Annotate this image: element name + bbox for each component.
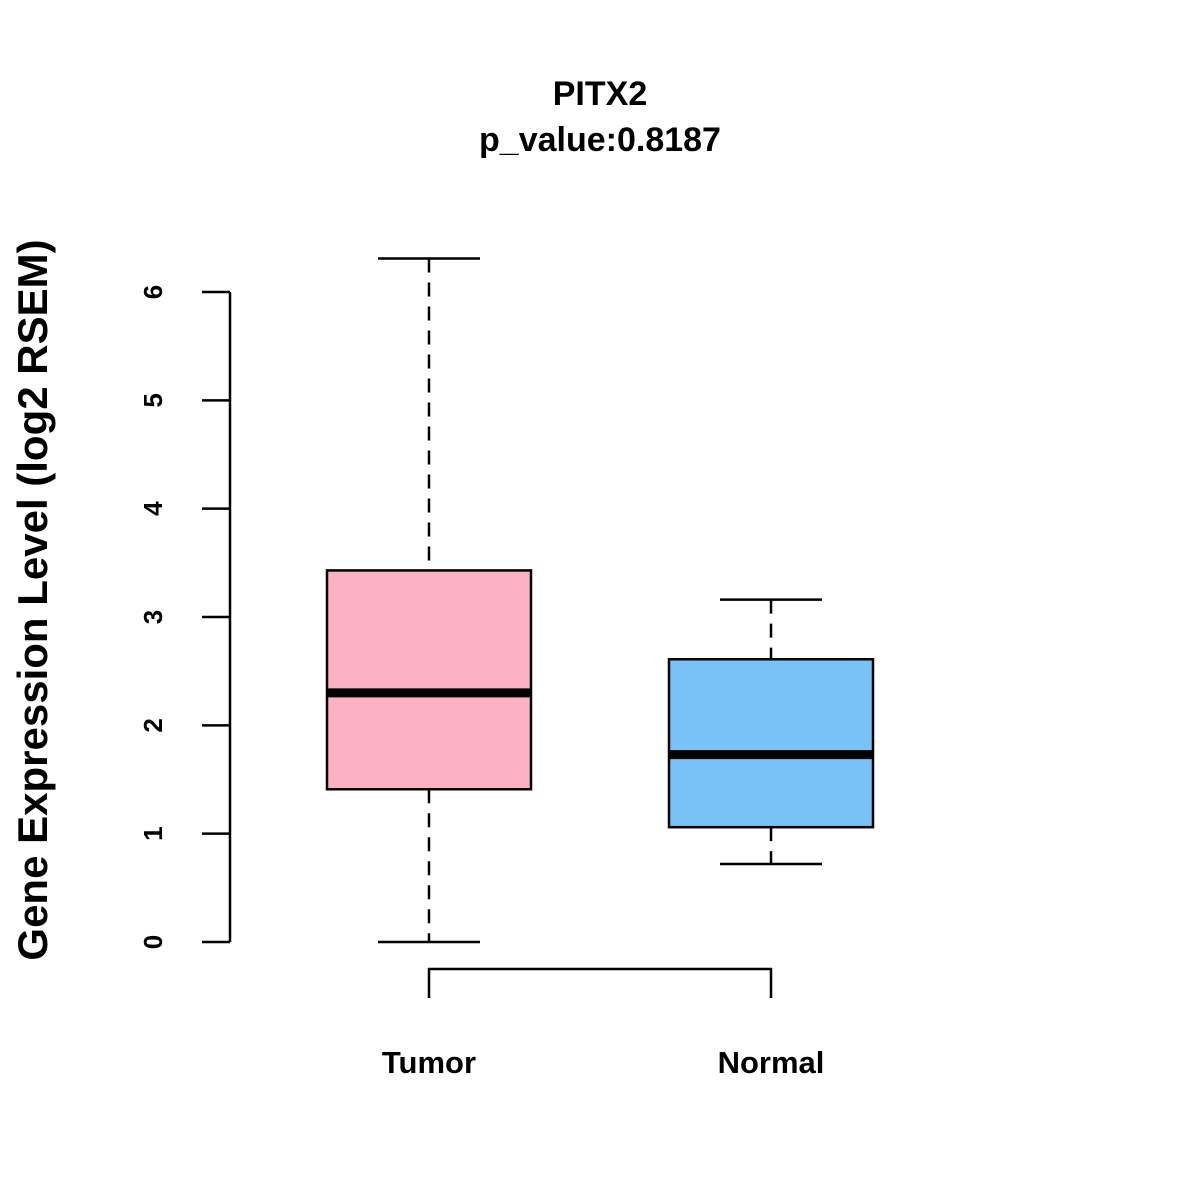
iqr-box — [325, 569, 533, 791]
iqr-box — [667, 658, 875, 829]
chart-title: PITX2 — [553, 75, 647, 113]
y-tick-label: 4 — [138, 501, 168, 516]
y-tick-label: 3 — [138, 610, 168, 624]
y-tick-label: 6 — [138, 285, 168, 299]
x-tick-label: Tumor — [382, 1045, 476, 1080]
x-tick-label: Normal — [718, 1045, 825, 1080]
y-axis-ticks: 0 1 2 3 4 5 6 — [138, 285, 230, 949]
chart-subtitle: p_value:0.8187 — [479, 121, 721, 159]
y-tick-label: 1 — [138, 826, 168, 840]
bracket-line — [427, 967, 773, 998]
box-normal — [667, 598, 875, 866]
x-axis-labels: Tumor Normal — [382, 1045, 824, 1080]
y-tick-label: 0 — [138, 935, 168, 949]
y-tick-label: 5 — [138, 393, 168, 407]
box-tumor — [325, 257, 533, 944]
y-tick-label: 2 — [138, 718, 168, 732]
boxes — [325, 257, 875, 944]
y-axis-label: Gene Expression Level (log2 RSEM) — [9, 239, 56, 960]
significance-bracket — [427, 967, 773, 998]
